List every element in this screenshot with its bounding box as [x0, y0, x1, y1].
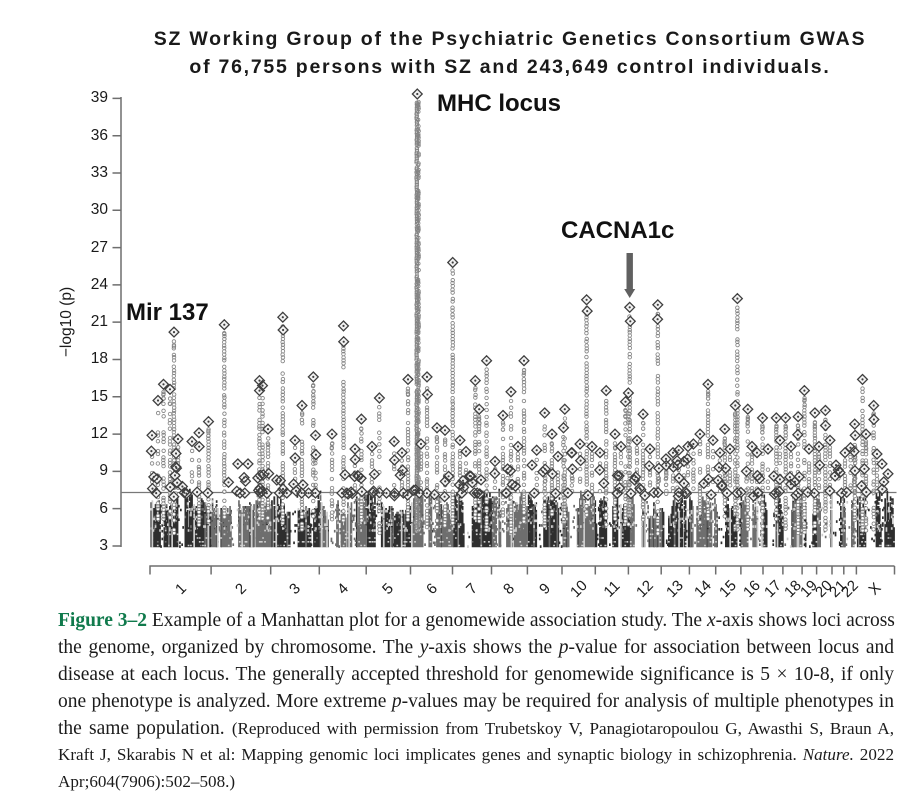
- caption-line-1: Figure 3–2 Example of a Manhattan plot f…: [58, 608, 895, 635]
- down-arrow-icon: [624, 253, 636, 298]
- annotation-mhc-locus: MHC locus: [437, 89, 562, 117]
- y-tick-label: 39: [90, 89, 108, 107]
- caption-text: disease at each locus. The generally acc…: [58, 663, 894, 685]
- caption-text: one phenotype is analyzed. More extreme: [58, 690, 392, 712]
- caption-text: p: [558, 636, 569, 658]
- title-line-1: SZ Working Group of the Psychiatric Gene…: [153, 28, 867, 50]
- cacna1c-arrow: [624, 253, 636, 298]
- caption-line-3: disease at each locus. The generally acc…: [58, 662, 894, 689]
- caption-text: Nature.: [802, 745, 854, 765]
- y-tick-label: 15: [90, 387, 108, 405]
- lead-snp-diamonds: [145, 88, 894, 503]
- y-tick-label: 3: [99, 536, 108, 554]
- y-tick-label: 27: [90, 238, 108, 256]
- caption-text: (Reproduced with permission from Trubets…: [231, 718, 894, 738]
- caption-text: the same population.: [58, 717, 232, 739]
- subthreshold-points: [150, 488, 895, 548]
- caption-text: 2022: [853, 745, 894, 765]
- caption-text: Example of a Manhattan plot for a genome…: [147, 610, 707, 631]
- caption-line-2: the genome, organized by chromosome. The…: [58, 635, 894, 662]
- y-tick-label: 24: [90, 275, 108, 293]
- caption-text: x: [706, 610, 716, 631]
- caption-line-6: Kraft J, Skarabis N et al: Mapping genom…: [58, 742, 894, 769]
- y-tick-label: 33: [90, 163, 108, 181]
- y-tick-label: 6: [99, 499, 108, 517]
- figure-label: Figure 3–2: [58, 610, 148, 631]
- snp-points-light: [150, 488, 895, 548]
- lead-snp-diamond-markers: [145, 88, 894, 503]
- caption-text: p: [391, 690, 402, 712]
- annotation-cacna1c: CACNA1c: [561, 217, 675, 244]
- axis-lines-and-ticks: [112, 97, 896, 575]
- caption-text: the genome, organized by chromosome. The: [58, 636, 420, 658]
- title-line-2: of 76,755 persons with SZ and 243,649 co…: [189, 56, 831, 78]
- caption-text: -axis shows loci across: [715, 610, 895, 631]
- caption-line-5: the same population. (Reproduced with pe…: [58, 716, 894, 743]
- annotation-mir137: Mir 137: [126, 299, 209, 326]
- y-tick-label: 21: [90, 313, 108, 331]
- y-tick-label: 12: [90, 425, 108, 443]
- caption-text: y: [419, 636, 429, 658]
- caption-line-4: one phenotype is analyzed. More extreme …: [58, 689, 894, 716]
- figure-title: SZ Working Group of the Psychiatric Gene…: [106, 25, 912, 81]
- y-tick-label: 30: [90, 201, 108, 219]
- caption-text: -axis shows the: [428, 636, 559, 658]
- caption-text: -value for association between locus and: [568, 636, 894, 658]
- caption-text: -values may be required for analysis of …: [401, 690, 894, 712]
- caption-text: Kraft J, Skarabis N et al: Mapping genom…: [58, 745, 803, 765]
- caption-line-7: Apr;604(7906):502–508.): [58, 769, 894, 796]
- snp-points-gray: [150, 488, 893, 548]
- y-tick-label: 18: [90, 350, 108, 368]
- y-tick-label: 36: [90, 126, 108, 144]
- y-tick-label: 9: [99, 462, 108, 480]
- caption-text: Apr;604(7906):502–508.): [58, 772, 236, 792]
- figure-caption: Figure 3–2 Example of a Manhattan plot f…: [58, 608, 895, 796]
